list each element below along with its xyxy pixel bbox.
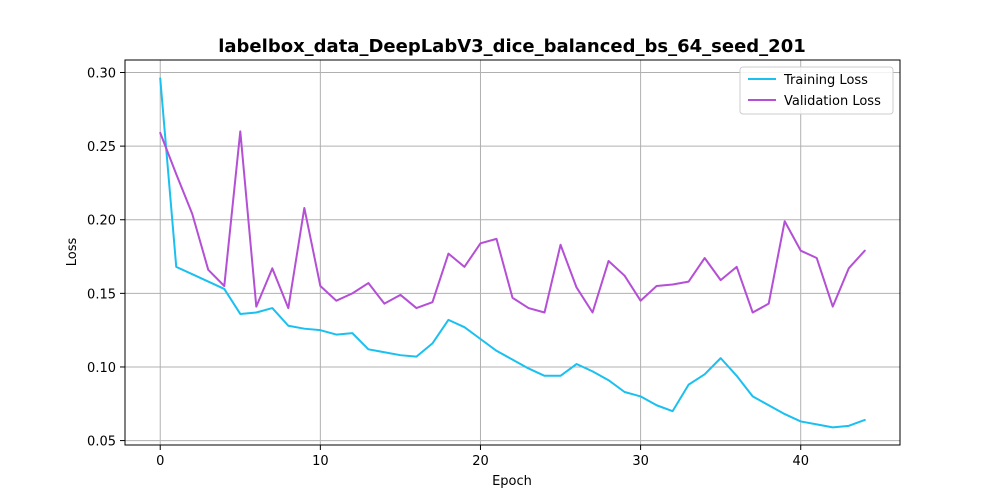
legend-box	[739, 66, 894, 115]
x-tick-label: 30	[632, 454, 649, 469]
y-tick-label: 0.10	[87, 361, 116, 376]
grid-lines	[125, 60, 900, 445]
training-loss-legend-label: Training Loss	[783, 73, 868, 88]
y-tick-label: 0.20	[87, 214, 116, 229]
legend: Training Loss Validation Loss	[739, 66, 894, 115]
x-tick-label: 20	[472, 454, 489, 469]
y-tick-label: 0.05	[87, 435, 116, 450]
x-axis-ticks: 0 10 20 30 40	[156, 445, 809, 469]
y-axis-label: Loss	[65, 238, 80, 267]
validation-loss-legend-label: Validation Loss	[784, 94, 881, 109]
x-tick-label: 0	[156, 454, 164, 469]
validation-loss-line	[159, 130, 866, 314]
chart-title: labelbox_data_DeepLabV3_dice_balanced_bs…	[218, 36, 806, 57]
y-tick-label: 0.15	[87, 287, 116, 302]
x-tick-label: 10	[312, 454, 329, 469]
y-tick-label: 0.30	[87, 67, 116, 82]
x-axis-label: Epoch	[492, 474, 532, 489]
training-loss-line	[159, 77, 866, 429]
x-tick-label: 40	[792, 454, 809, 469]
y-tick-label: 0.25	[87, 140, 116, 155]
y-axis-ticks: 0.05 0.10 0.15 0.20 0.25 0.30	[87, 67, 125, 450]
plot-frame	[124, 59, 901, 446]
series-lines	[159, 77, 866, 429]
